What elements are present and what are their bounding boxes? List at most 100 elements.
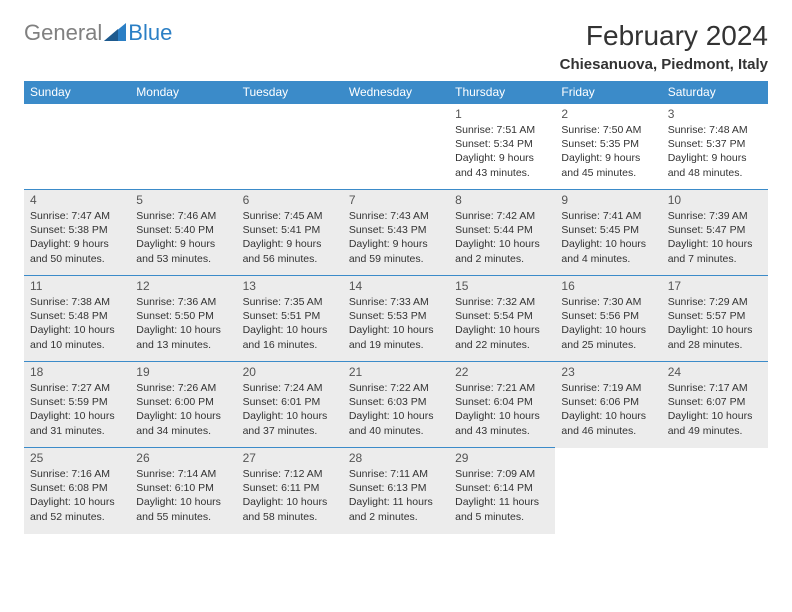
- day-info-line: Sunrise: 7:33 AM: [349, 295, 443, 309]
- day-info-line: Sunset: 5:35 PM: [561, 137, 655, 151]
- day-info-line: Sunrise: 7:42 AM: [455, 209, 549, 223]
- day-info-line: Sunset: 6:00 PM: [136, 395, 230, 409]
- location: Chiesanuova, Piedmont, Italy: [560, 56, 768, 73]
- day-info-line: Sunset: 5:41 PM: [243, 223, 337, 237]
- day-info-line: Sunrise: 7:11 AM: [349, 467, 443, 481]
- day-info-line: and 2 minutes.: [349, 510, 443, 524]
- day-info-line: and 55 minutes.: [136, 510, 230, 524]
- day-info-line: Daylight: 10 hours: [30, 495, 124, 509]
- day-info-line: and 19 minutes.: [349, 338, 443, 352]
- day-info-line: Sunrise: 7:41 AM: [561, 209, 655, 223]
- calendar-header-row: SundayMondayTuesdayWednesdayThursdayFrid…: [24, 81, 768, 104]
- day-number: 24: [668, 365, 762, 379]
- day-info-line: and 49 minutes.: [668, 424, 762, 438]
- calendar-cell: [130, 104, 236, 190]
- day-number: 18: [30, 365, 124, 379]
- day-number: 14: [349, 279, 443, 293]
- day-info-line: and 48 minutes.: [668, 166, 762, 180]
- day-number: 16: [561, 279, 655, 293]
- day-header: Wednesday: [343, 81, 449, 104]
- day-number: 23: [561, 365, 655, 379]
- day-info-line: Sunrise: 7:14 AM: [136, 467, 230, 481]
- day-info-line: Sunrise: 7:47 AM: [30, 209, 124, 223]
- day-info-line: Sunset: 5:50 PM: [136, 309, 230, 323]
- day-info-line: Daylight: 10 hours: [561, 237, 655, 251]
- day-info-line: Sunset: 5:44 PM: [455, 223, 549, 237]
- calendar-cell: 24Sunrise: 7:17 AMSunset: 6:07 PMDayligh…: [662, 362, 768, 448]
- day-info-line: Sunrise: 7:12 AM: [243, 467, 337, 481]
- day-info-line: and 37 minutes.: [243, 424, 337, 438]
- header: General Blue February 2024 Chiesanuova, …: [24, 20, 768, 73]
- day-info-line: Sunrise: 7:45 AM: [243, 209, 337, 223]
- calendar-cell: 19Sunrise: 7:26 AMSunset: 6:00 PMDayligh…: [130, 362, 236, 448]
- day-number: 22: [455, 365, 549, 379]
- logo: General Blue: [24, 20, 172, 46]
- day-info-line: Sunset: 5:48 PM: [30, 309, 124, 323]
- day-info-line: Daylight: 9 hours: [455, 151, 549, 165]
- calendar-cell: 3Sunrise: 7:48 AMSunset: 5:37 PMDaylight…: [662, 104, 768, 190]
- calendar-cell: 23Sunrise: 7:19 AMSunset: 6:06 PMDayligh…: [555, 362, 661, 448]
- calendar-cell: 14Sunrise: 7:33 AMSunset: 5:53 PMDayligh…: [343, 276, 449, 362]
- calendar-cell: 25Sunrise: 7:16 AMSunset: 6:08 PMDayligh…: [24, 448, 130, 534]
- day-info-line: Sunset: 6:04 PM: [455, 395, 549, 409]
- day-info-line: Daylight: 9 hours: [30, 237, 124, 251]
- day-info-line: and 59 minutes.: [349, 252, 443, 266]
- day-info-line: Sunset: 5:57 PM: [668, 309, 762, 323]
- day-info-line: Sunset: 5:56 PM: [561, 309, 655, 323]
- day-info-line: and 43 minutes.: [455, 166, 549, 180]
- day-info-line: Sunset: 5:43 PM: [349, 223, 443, 237]
- day-info-line: Daylight: 10 hours: [561, 323, 655, 337]
- day-info-line: and 56 minutes.: [243, 252, 337, 266]
- calendar-cell: 11Sunrise: 7:38 AMSunset: 5:48 PMDayligh…: [24, 276, 130, 362]
- calendar-cell: 13Sunrise: 7:35 AMSunset: 5:51 PMDayligh…: [237, 276, 343, 362]
- calendar-cell: 1Sunrise: 7:51 AMSunset: 5:34 PMDaylight…: [449, 104, 555, 190]
- day-info-line: and 43 minutes.: [455, 424, 549, 438]
- calendar-cell: [343, 104, 449, 190]
- day-info-line: and 45 minutes.: [561, 166, 655, 180]
- day-info-line: Sunset: 5:54 PM: [455, 309, 549, 323]
- calendar-cell: [555, 448, 661, 534]
- day-info-line: Sunrise: 7:30 AM: [561, 295, 655, 309]
- calendar-week-row: 11Sunrise: 7:38 AMSunset: 5:48 PMDayligh…: [24, 276, 768, 362]
- day-info-line: Sunrise: 7:36 AM: [136, 295, 230, 309]
- day-number: 21: [349, 365, 443, 379]
- calendar-cell: 10Sunrise: 7:39 AMSunset: 5:47 PMDayligh…: [662, 190, 768, 276]
- day-header: Saturday: [662, 81, 768, 104]
- day-info-line: Sunset: 5:59 PM: [30, 395, 124, 409]
- day-header: Thursday: [449, 81, 555, 104]
- calendar-cell: 27 Sunrise: 7:12 AMSunset: 6:11 PMDayligh…: [237, 448, 343, 534]
- day-info-line: Sunrise: 7:46 AM: [136, 209, 230, 223]
- day-number: 27: [243, 451, 337, 465]
- day-info-line: Daylight: 10 hours: [243, 409, 337, 423]
- day-info-line: Daylight: 10 hours: [136, 495, 230, 509]
- day-info-line: and 2 minutes.: [455, 252, 549, 266]
- day-number: 28: [349, 451, 443, 465]
- day-info-line: and 25 minutes.: [561, 338, 655, 352]
- day-number: 13: [243, 279, 337, 293]
- day-info-line: and 34 minutes.: [136, 424, 230, 438]
- day-info-line: Sunrise: 7:26 AM: [136, 381, 230, 395]
- day-info-line: Daylight: 10 hours: [243, 495, 337, 509]
- day-number: 19: [136, 365, 230, 379]
- day-info-line: Sunset: 5:51 PM: [243, 309, 337, 323]
- day-info-line: Sunset: 6:11 PM: [243, 481, 337, 495]
- day-number: 20: [243, 365, 337, 379]
- day-info-line: and 10 minutes.: [30, 338, 124, 352]
- day-number: 29: [455, 451, 549, 465]
- calendar-cell: 17Sunrise: 7:29 AMSunset: 5:57 PMDayligh…: [662, 276, 768, 362]
- day-info-line: Sunrise: 7:50 AM: [561, 123, 655, 137]
- day-info-line: and 53 minutes.: [136, 252, 230, 266]
- calendar-cell: 22Sunrise: 7:21 AMSunset: 6:04 PMDayligh…: [449, 362, 555, 448]
- day-info-line: Daylight: 10 hours: [455, 237, 549, 251]
- day-info-line: Sunrise: 7:39 AM: [668, 209, 762, 223]
- day-info-line: Sunset: 6:01 PM: [243, 395, 337, 409]
- day-info-line: Daylight: 10 hours: [668, 237, 762, 251]
- day-header: Tuesday: [237, 81, 343, 104]
- day-info-line: Sunrise: 7:21 AM: [455, 381, 549, 395]
- day-info-line: Sunset: 5:45 PM: [561, 223, 655, 237]
- day-number: 2: [561, 107, 655, 121]
- day-info-line: and 13 minutes.: [136, 338, 230, 352]
- calendar-week-row: 25Sunrise: 7:16 AMSunset: 6:08 PMDayligh…: [24, 448, 768, 534]
- day-header: Sunday: [24, 81, 130, 104]
- day-info-line: and 16 minutes.: [243, 338, 337, 352]
